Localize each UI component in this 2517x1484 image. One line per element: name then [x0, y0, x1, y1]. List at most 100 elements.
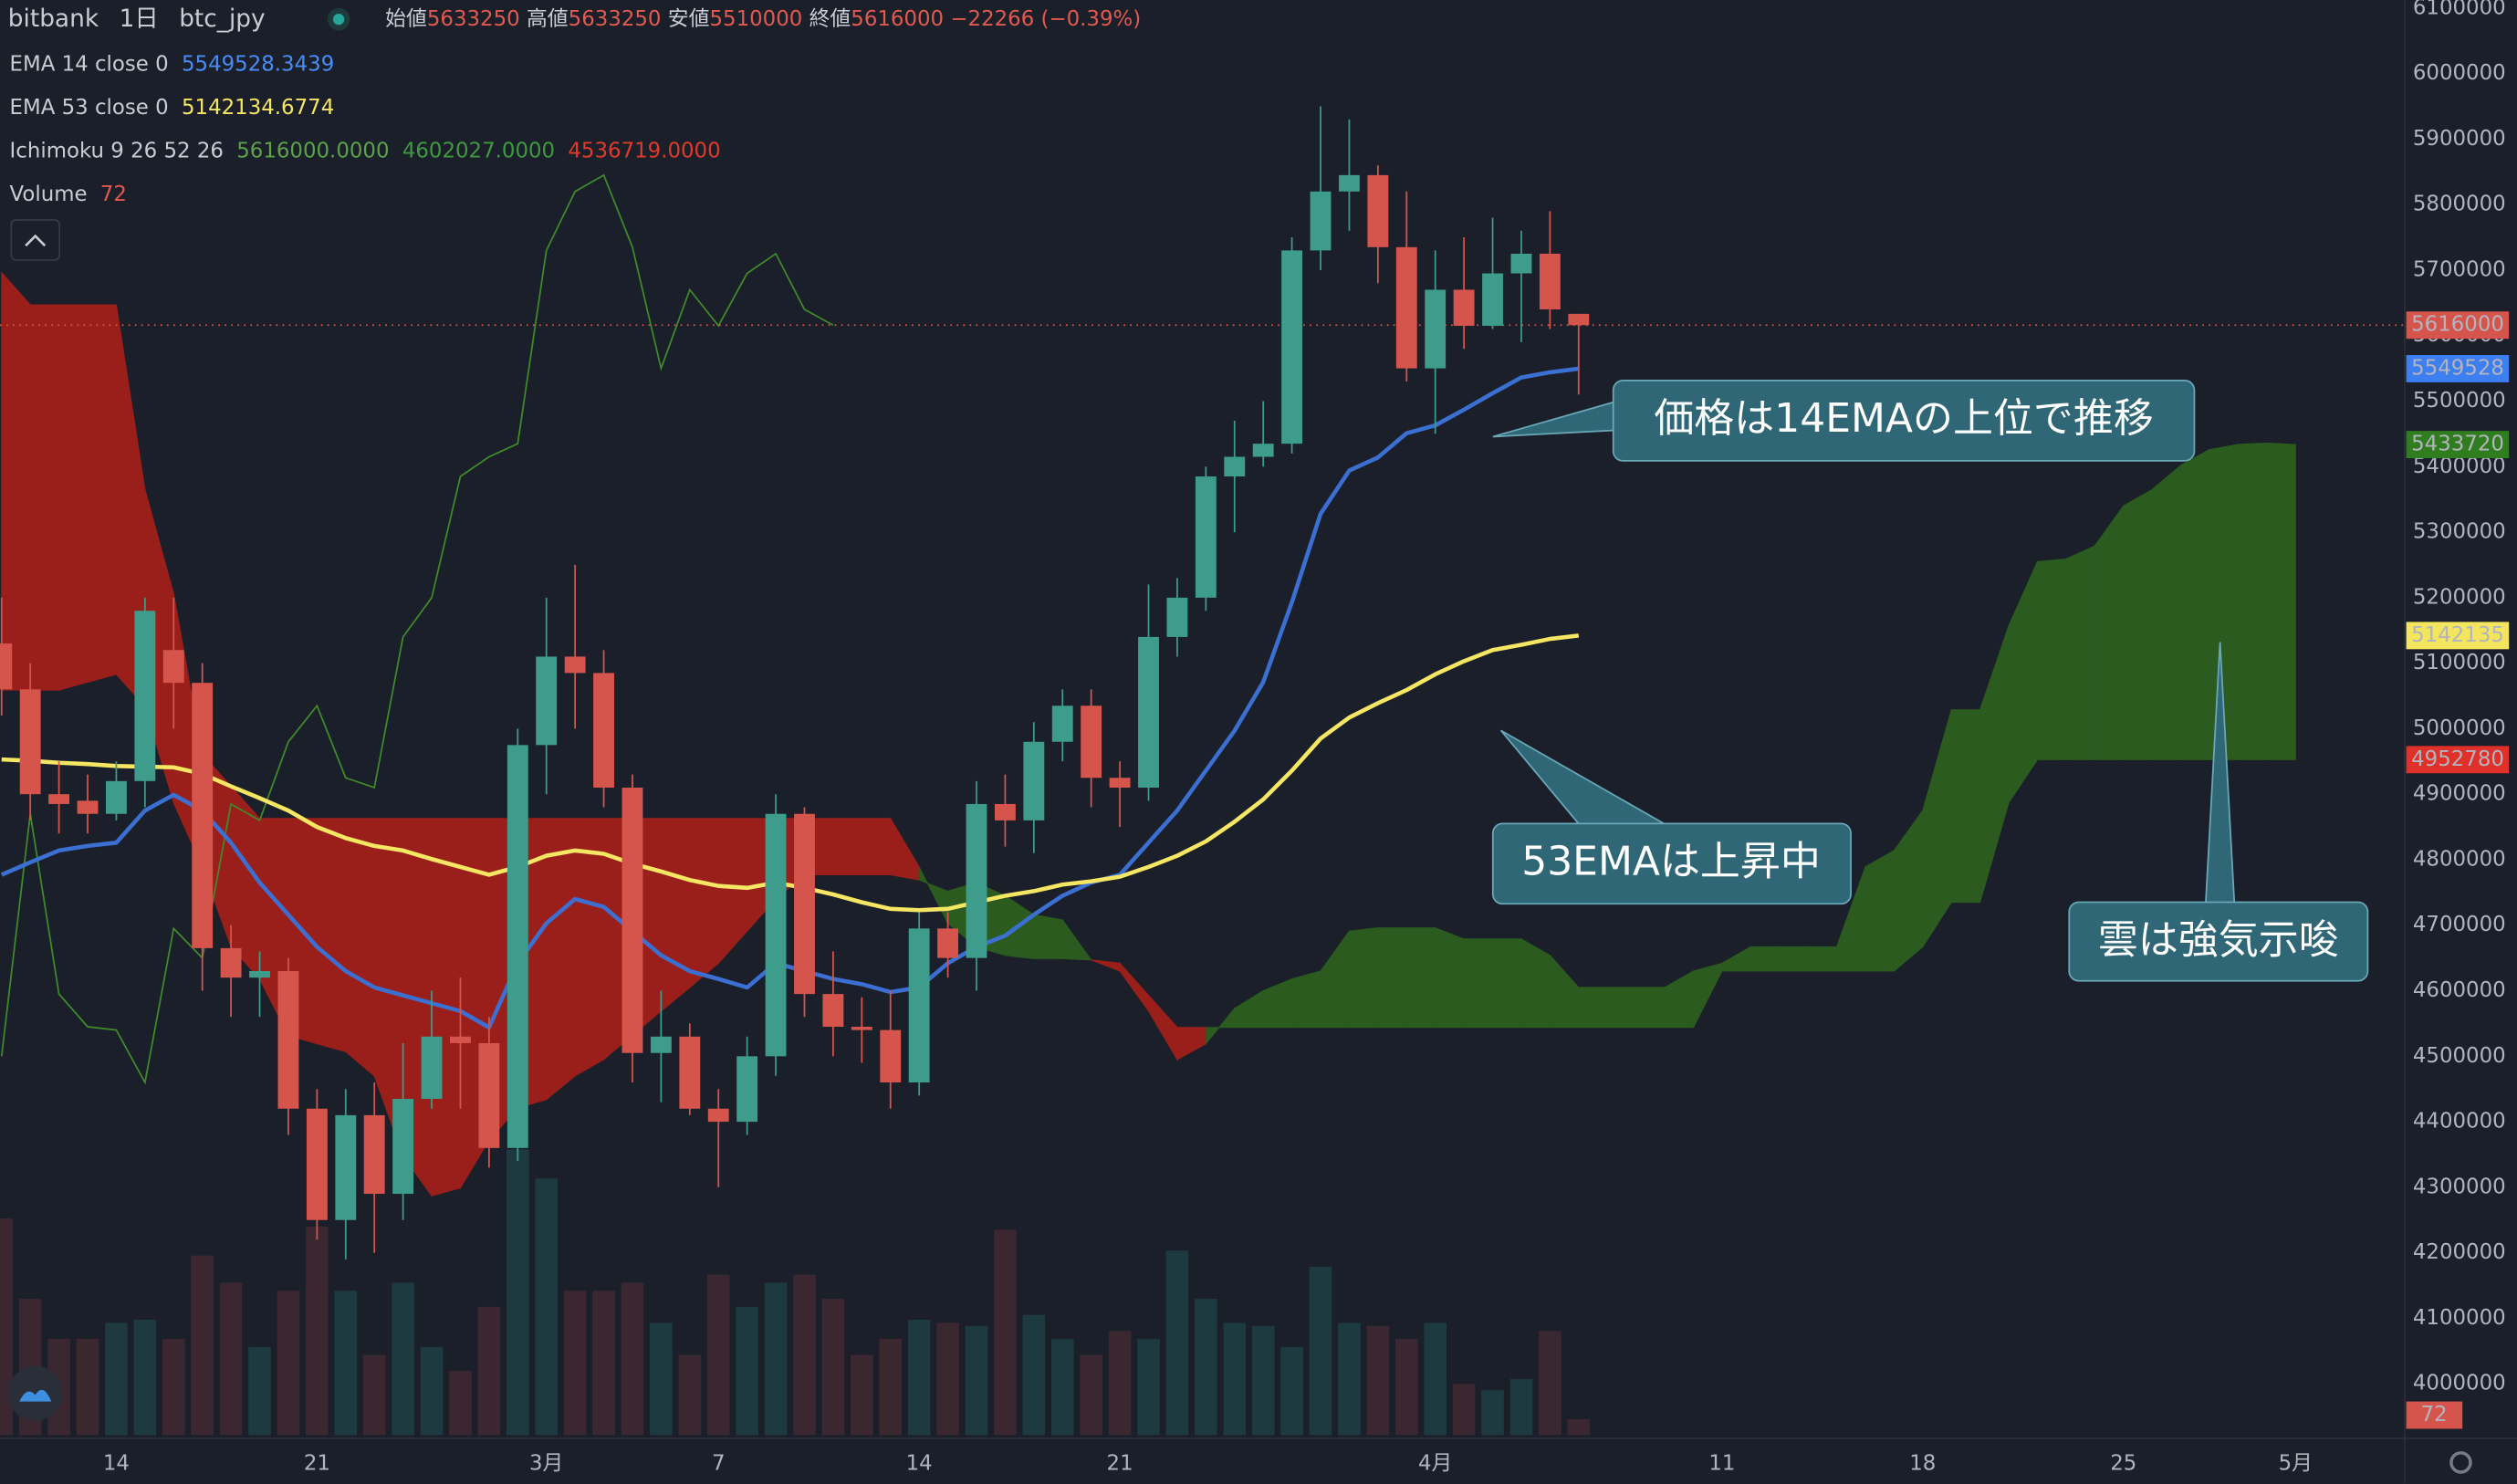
legend-ichimoku: Ichimoku 9 26 52 26 5616000.0000 4602027… [10, 139, 721, 162]
candle-body [794, 813, 815, 995]
candle-body [679, 1036, 701, 1109]
cloud-segment [2036, 558, 2067, 760]
y-tick-label: 5500000 [2413, 389, 2506, 413]
volume-bar [306, 1226, 329, 1436]
legend-value: 4536719.0000 [568, 139, 720, 162]
legend-ema53: EMA 53 close 0 5142134.6774 [10, 95, 335, 119]
y-tick-label: 4900000 [2413, 782, 2506, 806]
legend-param: 9 [110, 139, 124, 162]
volume-bar [1050, 1339, 1074, 1436]
cloud-segment [87, 304, 117, 684]
x-tick-label: 14 [103, 1452, 130, 1476]
callout: 雲は強気示唆 [2068, 642, 2369, 982]
candle-body [1568, 313, 1590, 326]
candle-body [880, 1029, 902, 1083]
cloud-segment [1779, 946, 1809, 972]
cloud-segment [1348, 927, 1379, 1029]
volume-bar [105, 1322, 128, 1436]
candle-body [363, 1114, 385, 1195]
candle-body [650, 1036, 672, 1053]
volume-label-box [2406, 1401, 2463, 1429]
legend-value: 72 [100, 182, 127, 205]
candle-body [1367, 174, 1389, 247]
candle-body [1539, 253, 1561, 310]
x-tick-label: 3月 [529, 1452, 563, 1476]
volume-bar [678, 1354, 702, 1436]
cloud-segment [1635, 987, 1666, 1029]
callout-text: 価格は14EMAの上位で推移 [1654, 395, 2153, 442]
x-tick-label: 5月 [2279, 1452, 2313, 1476]
volume-bar [392, 1282, 414, 1436]
cloud-segment [1377, 927, 1407, 1029]
cloud-segment [2123, 488, 2153, 760]
ema53-line [1, 633, 1580, 913]
cloud-segment [29, 304, 60, 691]
candle-body [1510, 253, 1532, 274]
volume-bar [277, 1291, 300, 1436]
y-tick-label: 4400000 [2413, 1110, 2506, 1134]
price-label-box [2406, 746, 2510, 774]
legend-label: Volume [10, 182, 88, 205]
volume-bar [1165, 1250, 1189, 1436]
candle-body [1166, 597, 1188, 637]
y-tick-label: 5200000 [2413, 585, 2506, 609]
collapse-button[interactable] [10, 219, 60, 261]
cloud-segment [58, 304, 89, 691]
candle-body [249, 970, 270, 978]
volume-bar [1022, 1314, 1046, 1436]
candle-body [507, 745, 528, 1148]
candle-body [908, 928, 930, 1083]
callout-text: 雲は強気示唆 [2098, 917, 2339, 964]
y-tick-label: 5100000 [2413, 651, 2506, 674]
volume-bar [1539, 1331, 1561, 1436]
candle-body [621, 788, 643, 1053]
candle-body [593, 673, 614, 789]
low-label: 安値 [668, 7, 710, 31]
cloud-segment [316, 818, 347, 1052]
candle-body [536, 656, 558, 746]
cloud-segment [1291, 970, 1321, 1029]
cloud-segment [2094, 504, 2125, 760]
candle-body [192, 683, 214, 948]
volume-bar [449, 1371, 472, 1436]
volume-bar [477, 1306, 501, 1436]
callout: 価格は14EMAの上位で推移 [1492, 380, 2196, 462]
interval: 1日 [120, 5, 159, 33]
volume-bar [907, 1319, 931, 1436]
change: −22266 (−0.39%) [950, 7, 1141, 31]
cloud-segment [2237, 442, 2268, 760]
cloud-segment [1749, 946, 1781, 972]
open-value: 5633250 [427, 7, 520, 31]
settings-icon[interactable] [2449, 1451, 2472, 1474]
candle-body [421, 1036, 443, 1099]
candle-body [392, 1098, 414, 1195]
volume-bar [1452, 1384, 1476, 1436]
candle-body [966, 803, 987, 958]
price-label: 5616000 [2411, 313, 2504, 337]
volume-bar [0, 1218, 14, 1436]
y-tick-label: 6100000 [2413, 0, 2506, 19]
x-tick-label: 4月 [1418, 1452, 1452, 1476]
cloud-segment [1807, 946, 1838, 972]
x-tick-label: 11 [1708, 1452, 1735, 1476]
volume-bar [563, 1291, 587, 1436]
legend-param: 52 [163, 139, 190, 162]
volume-bar [1309, 1266, 1332, 1436]
candle-body [707, 1108, 729, 1123]
legend-value: 5616000.0000 [236, 139, 389, 162]
y-tick-label: 5900000 [2413, 127, 2506, 151]
cloud-segment [1, 271, 31, 691]
candle-body [1395, 246, 1417, 369]
candle-body [994, 803, 1016, 820]
close-label: 終値 [809, 7, 851, 31]
cloud-segment [345, 818, 375, 1077]
volume-bar [965, 1325, 988, 1436]
candle-body [1281, 250, 1303, 444]
volume-bar [621, 1282, 644, 1436]
candle-body [851, 1027, 872, 1030]
volume-bar [420, 1346, 444, 1436]
price-label-box [2406, 311, 2510, 340]
legend-label: EMA 14 close 0 [10, 52, 169, 76]
y-tick-label: 4300000 [2413, 1175, 2506, 1198]
cloud-segment [1405, 927, 1436, 1029]
